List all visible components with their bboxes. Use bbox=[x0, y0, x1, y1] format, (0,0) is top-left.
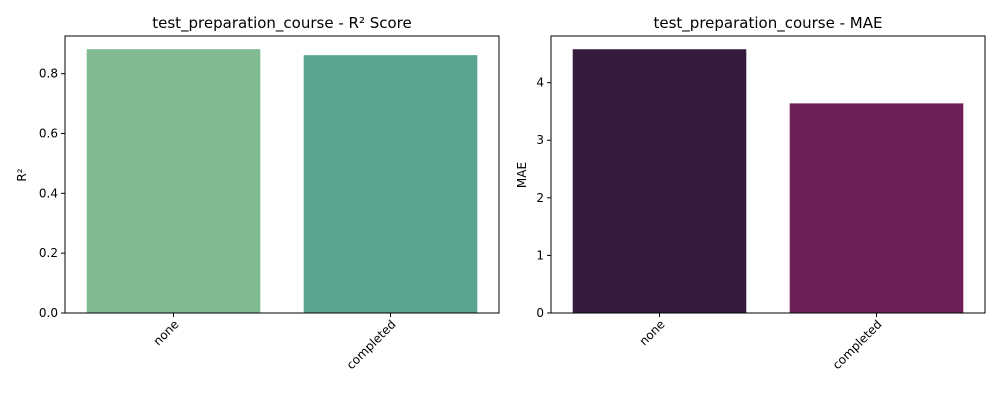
mae-bars bbox=[572, 49, 964, 313]
mae-bar-completed bbox=[789, 103, 964, 313]
mae-y-tick-label: 3 bbox=[536, 133, 544, 147]
r2-y-tick-label: 0.2 bbox=[39, 246, 58, 260]
r2-x-tick-label: none bbox=[151, 317, 182, 348]
mae-x-tick-label: none bbox=[637, 317, 668, 348]
r2-bars bbox=[86, 49, 478, 313]
r2-y-axis-label: R² bbox=[15, 168, 29, 181]
r2-y-ticks: 0.0 0.2 0.4 0.6 0.8 bbox=[39, 67, 65, 320]
mae-x-tick-label: completed bbox=[830, 317, 885, 372]
r2-bar-none bbox=[86, 49, 261, 313]
mae-chart-title: test_preparation_course - MAE bbox=[654, 14, 883, 33]
mae-axes-frame bbox=[550, 35, 986, 314]
mae-y-tick-label: 1 bbox=[536, 248, 544, 262]
mae-bar-none bbox=[572, 49, 747, 313]
r2-y-tick-label: 0.0 bbox=[39, 306, 58, 320]
mae-y-ticks: 0 1 2 3 4 bbox=[536, 76, 551, 320]
mae-y-tick-label: 2 bbox=[536, 191, 544, 205]
mae-y-axis-label: MAE bbox=[515, 162, 529, 188]
r2-y-tick-label: 0.6 bbox=[39, 127, 58, 141]
mae-chart-panel: test_preparation_course - MAE MAE 01234 … bbox=[515, 14, 986, 372]
r2-chart-title: test_preparation_course - R² Score bbox=[152, 14, 412, 33]
r2-x-ticks: none completed bbox=[151, 313, 399, 372]
mae-x-ticks: none completed bbox=[637, 313, 885, 372]
r2-chart-panel: test_preparation_course - R² Score R² 0.… bbox=[15, 14, 500, 372]
r2-axes-frame bbox=[64, 35, 500, 314]
mae-y-tick-label: 4 bbox=[536, 76, 544, 90]
r2-y-tick-label: 0.8 bbox=[39, 67, 58, 81]
r2-bar-completed bbox=[303, 55, 478, 313]
r2-y-tick-label: 0.4 bbox=[39, 186, 58, 200]
r2-x-tick-label: completed bbox=[344, 317, 399, 372]
mae-y-tick-label: 0 bbox=[536, 306, 544, 320]
